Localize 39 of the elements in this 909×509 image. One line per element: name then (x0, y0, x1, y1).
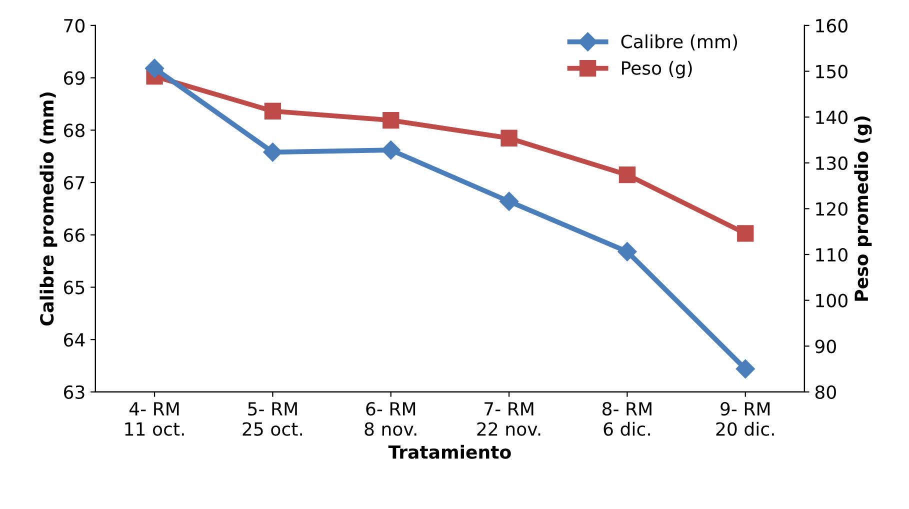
point (500, 130, 518, 146)
y2-tick-label: 130 (816, 156, 848, 170)
y2-tick-label: 100 (816, 294, 848, 308)
y-tick-label: 67 (64, 176, 84, 190)
y-tick-label: 68 (64, 124, 84, 138)
y2-tick-label: 80 (815, 385, 836, 400)
y-tick-label: 63 (64, 385, 84, 400)
legend-label: Peso (g) (622, 60, 692, 78)
y2-tick-label: 120 (816, 202, 848, 216)
x-axis-title: Tratamiento (388, 444, 511, 459)
y-tick-label: 69 (64, 71, 84, 85)
point (618, 242, 637, 262)
y2-tick-label: 140 (816, 110, 848, 124)
y2-tick-label: 110 (816, 248, 848, 262)
point (263, 142, 282, 162)
x-tick-label: 8- RM 6 dic. (602, 402, 652, 436)
y-tick-label: 70 (64, 18, 85, 33)
x-tick-label: 6- RM 8 nov. (364, 402, 416, 436)
x-tick-label: 9- RM 20 dic. (716, 402, 774, 436)
point (382, 112, 400, 129)
y2-tick-label: 160 (816, 18, 848, 33)
y2-tick-label: 150 (816, 64, 848, 78)
point (381, 140, 400, 160)
point (500, 192, 519, 211)
y-tick-label: 66 (64, 228, 85, 242)
x-tick-label: 7- RM 22 nov. (477, 402, 540, 436)
point (144, 58, 164, 78)
legend-label: Calibre (mm) (621, 34, 738, 50)
point (737, 225, 754, 242)
y-axis-title: Calibre promedio (mm) (40, 92, 58, 326)
y-tick-label: 65 (64, 280, 84, 294)
x-tick-label: 5- RM 25 oct. (242, 402, 302, 436)
point (618, 166, 636, 184)
point (264, 102, 282, 120)
point (736, 359, 755, 378)
x-tick-label: 4- RM 11 oct. (125, 402, 184, 436)
y2-axis-title: Peso promedio (g) (854, 116, 872, 301)
y2-tick-label: 90 (815, 340, 836, 354)
y-tick-label: 64 (64, 333, 85, 347)
